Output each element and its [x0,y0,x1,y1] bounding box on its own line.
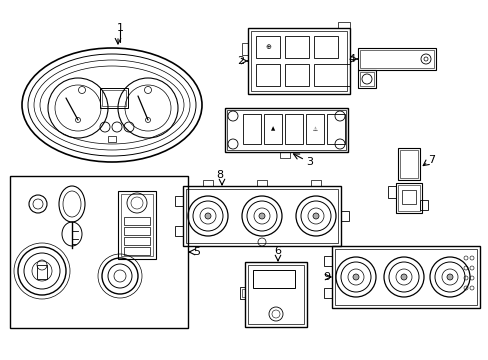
Bar [185,189,337,243]
Bar [124,217,150,225]
Bar [331,246,479,308]
Bar [121,194,153,256]
Bar [310,180,320,186]
Bar [10,176,187,328]
Bar [244,262,306,327]
Circle shape [400,274,406,280]
Bar [359,72,373,86]
Bar [124,227,150,235]
Bar [419,200,427,210]
Bar [285,64,308,86]
Bar [397,185,419,211]
Text: ⊕: ⊕ [264,44,270,50]
Bar [256,36,280,58]
Bar [257,180,266,186]
Text: 3: 3 [306,157,313,167]
Text: ▲: ▲ [270,126,275,131]
Bar [387,186,395,198]
Bar [183,186,340,246]
Text: 4: 4 [348,54,355,64]
Bar [242,43,247,55]
Bar [243,114,261,144]
Bar [240,287,244,299]
Bar [118,191,156,259]
Circle shape [352,274,358,280]
Circle shape [446,274,452,280]
Bar [203,180,213,186]
Text: 9: 9 [322,272,329,282]
Text: 6: 6 [274,246,281,256]
Text: 5: 5 [193,247,200,257]
Bar [357,70,375,88]
Bar [337,22,349,28]
Bar [224,108,347,152]
Bar [359,50,433,68]
Circle shape [312,213,318,219]
Bar [226,110,346,150]
Bar [124,237,150,245]
Text: 1: 1 [116,23,123,33]
Bar [305,114,324,144]
Bar [250,31,346,91]
Text: 2: 2 [236,56,244,66]
Text: ⚠: ⚠ [312,126,317,131]
Bar [175,226,183,236]
Bar [324,288,331,298]
Bar [285,114,303,144]
Circle shape [204,213,210,219]
Bar [37,265,47,279]
Circle shape [259,213,264,219]
Bar [247,265,304,324]
Bar [175,196,183,206]
Text: 8: 8 [216,170,223,180]
Bar [285,36,308,58]
Bar [242,289,244,297]
Bar [256,64,280,86]
Bar [313,36,337,58]
Bar [397,148,419,180]
Bar [357,48,435,70]
Bar [313,64,349,86]
Bar [340,211,348,221]
Bar [401,190,415,204]
Bar [252,270,294,288]
Bar [399,150,417,178]
Bar [326,114,345,144]
Bar [334,249,476,305]
Bar [264,114,282,144]
Bar [395,183,421,213]
Bar [108,136,116,142]
Bar [324,256,331,266]
Bar [100,88,128,108]
Text: 7: 7 [427,155,434,165]
Bar [102,90,126,106]
Bar [280,152,289,158]
Bar [247,28,349,94]
Bar [124,247,150,255]
